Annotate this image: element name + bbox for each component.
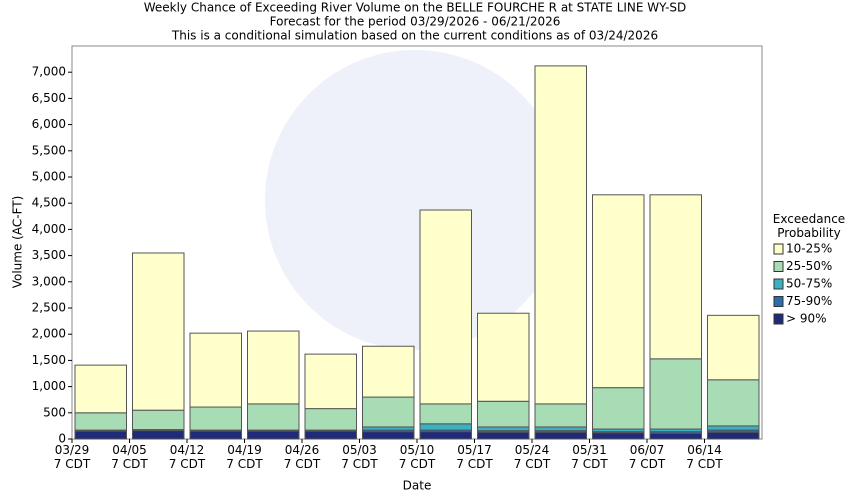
y-tick-label: 6,000	[32, 117, 66, 131]
bar-segment	[189, 406, 242, 431]
bar-segment	[419, 431, 472, 440]
bar-segment	[132, 252, 185, 411]
bar-segment	[649, 358, 702, 430]
bar-segment	[649, 194, 702, 360]
y-tick-label: 5,000	[32, 170, 66, 184]
bar-segment	[362, 431, 415, 440]
bar-segment	[477, 426, 530, 432]
x-tick-label: 04/26 7 CDT	[283, 443, 321, 471]
y-tick-label: 4,500	[32, 196, 66, 210]
legend-swatch	[773, 296, 784, 307]
bar-segment	[132, 430, 185, 440]
bar-segment	[132, 409, 185, 431]
bar-segment	[247, 430, 300, 440]
bar-segment	[304, 430, 357, 440]
bar-segment	[189, 332, 242, 408]
legend-swatch	[773, 278, 784, 290]
bar-segment	[534, 426, 587, 432]
bar-segment	[592, 432, 645, 440]
x-tick-label: 05/10 7 CDT	[398, 443, 436, 471]
y-tick-label: 3,000	[32, 274, 66, 288]
bar-segment	[477, 400, 530, 428]
bar-segment	[707, 425, 760, 431]
x-tick-label: 06/07 7 CDT	[628, 443, 666, 471]
chart-subtitle: Forecast for the period 03/29/2026 - 06/…	[270, 15, 561, 29]
y-tick-label: 1,000	[32, 379, 66, 393]
y-tick-label: 3,500	[32, 248, 66, 262]
bar-segment	[534, 431, 587, 440]
bar-segment	[247, 330, 300, 405]
bar-segment	[592, 194, 645, 389]
bar-segment	[649, 432, 702, 440]
x-tick-label: 06/14 7 CDT	[686, 443, 723, 471]
legend-swatch	[773, 243, 784, 255]
x-tick-label: 05/17 7 CDT	[456, 443, 493, 471]
bar-segment	[477, 431, 530, 440]
y-tick-label: 0	[58, 432, 66, 446]
bar-segment	[189, 430, 242, 440]
bar-segment	[247, 403, 300, 431]
y-tick-label: 500	[43, 405, 66, 419]
x-tick-label: 04/12 7 CDT	[168, 443, 206, 471]
y-axis-label: Volume (AC-FT)	[11, 196, 25, 289]
bar-segment	[419, 209, 472, 405]
x-axis-label: Date	[403, 479, 432, 493]
legend-swatch	[773, 261, 784, 272]
legend-swatch	[773, 313, 784, 325]
y-tick-label: 5,500	[32, 143, 66, 157]
chart-title: Weekly Chance of Exceeding River Volume …	[144, 1, 687, 15]
x-tick-label: 03/29 7 CDT	[53, 443, 91, 471]
legend-title: Exceedance Probability	[772, 212, 846, 240]
bar-segment	[707, 314, 760, 381]
x-tick-label: 05/24 7 CDT	[513, 443, 551, 471]
bar-segment	[707, 379, 760, 427]
legend-label: > 90%	[786, 312, 827, 326]
y-tick-label: 2,000	[32, 327, 66, 341]
legend-label: 50-75%	[786, 277, 832, 291]
x-tick-label: 04/19 7 CDT	[226, 443, 263, 471]
watermark	[265, 50, 565, 350]
legend-label: 75-90%	[786, 294, 832, 308]
y-tick-label: 6,500	[32, 91, 66, 105]
bar-segment	[419, 403, 472, 425]
bar-segment	[362, 396, 415, 428]
bar-segment	[419, 423, 472, 431]
bar-segment	[362, 345, 415, 398]
bar-segment	[534, 65, 587, 405]
bar-segment	[304, 353, 357, 410]
bar-segment	[707, 431, 760, 440]
x-tick-label: 05/03 7 CDT	[341, 443, 378, 471]
bar-segment	[304, 408, 357, 431]
x-tick-label: 04/05 7 CDT	[111, 443, 148, 471]
bar-segment	[534, 403, 587, 428]
bar-segment	[74, 412, 127, 431]
x-tick-label: 05/31 7 CDT	[571, 443, 608, 471]
legend-label: 10-25%	[786, 242, 832, 256]
chart-subtitle: This is a conditional simulation based o…	[171, 29, 658, 43]
bar-segment	[74, 364, 127, 414]
y-tick-label: 2,500	[32, 301, 66, 315]
bar-segment	[74, 430, 127, 440]
y-tick-label: 4,000	[32, 222, 66, 236]
y-tick-label: 7,000	[32, 65, 66, 79]
y-tick-label: 1,500	[32, 353, 66, 367]
bar-segment	[477, 312, 530, 402]
legend-label: 25-50%	[786, 259, 832, 273]
bar-segment	[592, 387, 645, 430]
